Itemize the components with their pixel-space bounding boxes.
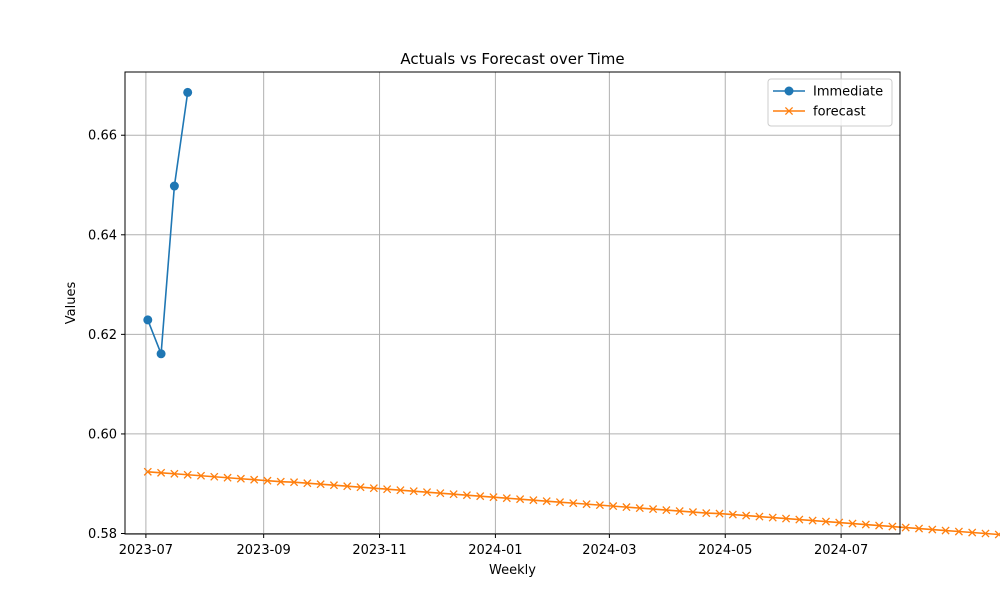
data-point-forecast bbox=[821, 517, 830, 526]
data-point-forecast bbox=[875, 521, 884, 530]
x-tick-label: 2024-01 bbox=[468, 543, 522, 558]
y-axis: 0.58 0.60 0.62 0.64 0.66 bbox=[88, 129, 125, 542]
data-point-forecast bbox=[436, 489, 445, 498]
data-point-forecast bbox=[157, 468, 166, 477]
y-tick-label: 0.66 bbox=[88, 129, 117, 144]
series-layer bbox=[143, 87, 1000, 539]
x-tick-label: 2024-07 bbox=[814, 543, 868, 558]
series-immediate bbox=[143, 87, 193, 359]
data-point-forecast bbox=[635, 504, 644, 513]
legend: Immediate forecast bbox=[767, 78, 893, 127]
data-point-forecast bbox=[781, 514, 791, 523]
x-tick-label: 2023-11 bbox=[352, 543, 406, 558]
data-point-forecast bbox=[409, 487, 418, 496]
data-point-forecast bbox=[502, 494, 511, 503]
data-point-forecast bbox=[183, 470, 192, 479]
y-tick-label: 0.60 bbox=[88, 427, 117, 442]
y-tick-label: 0.64 bbox=[88, 228, 117, 243]
data-point-forecast bbox=[702, 509, 711, 518]
data-point-forecast bbox=[356, 483, 365, 492]
x-tick-label: 2024-03 bbox=[582, 543, 636, 558]
data-point-forecast bbox=[835, 518, 844, 527]
data-point-forecast bbox=[316, 480, 325, 489]
data-point-immediate bbox=[183, 87, 193, 97]
data-point-forecast bbox=[742, 511, 751, 520]
x-axis: 2023-07 2023-09 2023-11 2024-01 2024-03 2024-… bbox=[119, 534, 868, 558]
data-point-immediate bbox=[169, 181, 179, 191]
legend-label: Immediate bbox=[813, 85, 883, 100]
data-point-forecast bbox=[795, 515, 804, 524]
data-point-forecast bbox=[609, 502, 618, 511]
data-point-forecast bbox=[396, 486, 405, 495]
legend-item-immediate: Immediate bbox=[773, 85, 883, 100]
data-point-forecast bbox=[688, 508, 698, 517]
data-point-forecast bbox=[303, 479, 312, 488]
legend-marker bbox=[784, 86, 794, 96]
data-point-forecast bbox=[529, 496, 538, 505]
data-point-forecast bbox=[223, 473, 232, 482]
chart-title: Actuals vs Forecast over Time bbox=[400, 50, 624, 68]
legend-item-forecast: forecast bbox=[773, 105, 866, 120]
series-line-immediate bbox=[147, 92, 189, 355]
data-point-forecast bbox=[981, 529, 990, 538]
data-point-forecast bbox=[462, 491, 471, 500]
data-point-forecast bbox=[516, 495, 525, 504]
data-point-forecast bbox=[595, 501, 604, 510]
data-point-forecast bbox=[143, 467, 152, 476]
data-point-forecast bbox=[848, 519, 857, 528]
data-point-forecast bbox=[649, 505, 658, 514]
data-point-forecast bbox=[928, 525, 937, 534]
data-point-forecast bbox=[755, 512, 764, 521]
data-point-forecast bbox=[569, 499, 578, 508]
y-tick-label: 0.62 bbox=[88, 328, 117, 343]
series-forecast bbox=[143, 467, 1000, 539]
data-point-forecast bbox=[343, 482, 352, 491]
data-point-forecast bbox=[715, 509, 724, 518]
data-point-forecast bbox=[662, 506, 671, 515]
data-point-immediate bbox=[143, 315, 153, 325]
data-point-forecast bbox=[888, 522, 897, 531]
data-point-forecast bbox=[329, 481, 339, 490]
data-point-forecast bbox=[941, 526, 950, 535]
data-point-forecast bbox=[954, 527, 963, 536]
data-point-forecast bbox=[170, 469, 179, 478]
data-point-forecast bbox=[728, 510, 737, 519]
data-point-forecast bbox=[476, 492, 485, 501]
data-point-forecast bbox=[994, 530, 1000, 539]
legend-marker bbox=[784, 106, 794, 116]
data-point-forecast bbox=[236, 474, 245, 483]
data-point-forecast bbox=[861, 520, 870, 529]
data-point-forecast bbox=[289, 478, 299, 487]
y-axis-label: Values bbox=[64, 282, 79, 325]
data-point-forecast bbox=[582, 500, 591, 509]
data-point-forecast bbox=[622, 503, 631, 512]
data-point-forecast bbox=[263, 476, 272, 485]
data-point-forecast bbox=[808, 516, 817, 525]
data-point-forecast bbox=[276, 477, 285, 486]
y-tick-label: 0.58 bbox=[88, 527, 117, 542]
data-point-forecast bbox=[675, 507, 684, 516]
data-point-forecast bbox=[489, 493, 498, 502]
data-point-forecast bbox=[968, 528, 977, 537]
data-point-forecast bbox=[369, 484, 378, 493]
data-point-forecast bbox=[250, 475, 259, 484]
data-point-forecast bbox=[449, 490, 458, 499]
x-tick-label: 2023-09 bbox=[237, 543, 291, 558]
plot-frame bbox=[124, 71, 901, 535]
data-point-forecast bbox=[383, 485, 392, 494]
data-point-forecast bbox=[196, 471, 206, 480]
data-point-forecast bbox=[555, 498, 565, 507]
legend-label: forecast bbox=[813, 105, 866, 120]
data-point-forecast bbox=[901, 523, 910, 532]
x-axis-label: Weekly bbox=[489, 563, 536, 578]
data-point-forecast bbox=[768, 513, 777, 522]
data-point-forecast bbox=[914, 524, 924, 533]
data-point-forecast bbox=[422, 488, 432, 497]
x-tick-label: 2023-07 bbox=[119, 543, 173, 558]
x-tick-label: 2024-05 bbox=[698, 543, 752, 558]
data-point-immediate bbox=[156, 349, 166, 359]
data-point-forecast bbox=[210, 472, 219, 481]
data-point-forecast bbox=[542, 497, 551, 506]
